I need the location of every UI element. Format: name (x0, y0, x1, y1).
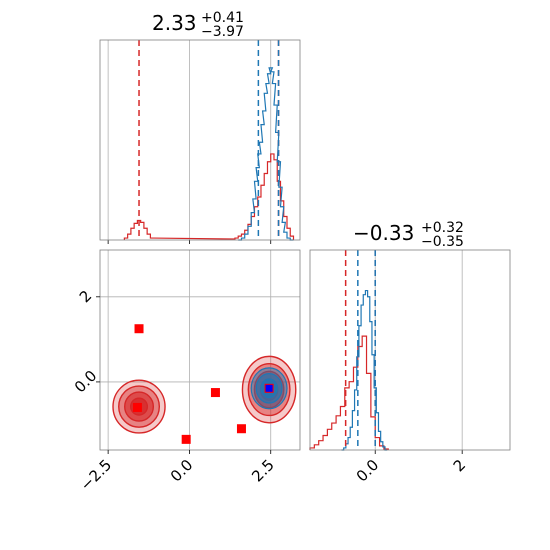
blue-truth-marker (265, 384, 273, 392)
hist-p0-title-value: 2.33 (152, 11, 197, 35)
scatter-contours (112, 355, 297, 434)
hist-p1-series (309, 250, 463, 454)
red-square-marker (181, 434, 191, 444)
panel-scatter: −2.5 0.0 2.5 0.0 2 (71, 249, 301, 494)
panel-hist-p1: 0.0 2 (309, 249, 511, 486)
scatter-frame (99, 249, 301, 451)
hist-p1-xticks: 0.0 2 (353, 456, 470, 486)
hist-p1-title: −0.33 +0.32 −0.35 (353, 220, 464, 250)
hist-p0-frame (99, 39, 301, 241)
blue-histogram-line (341, 289, 388, 451)
scatter-xtick-label: 0.0 (167, 456, 197, 486)
hist-p1-title-upper: +0.32 (421, 220, 464, 236)
hist-p1-xtick-label: 0.0 (353, 456, 383, 486)
red-square-marker (132, 402, 142, 412)
hist-p0-gridlines (107, 40, 272, 240)
hist-p0-title-upper: +0.41 (201, 10, 244, 26)
panel-hist-p0 (99, 39, 301, 244)
scatter-ytick-label: 2 (76, 287, 95, 306)
red-histogram-line (123, 153, 295, 240)
red-square-marker (210, 388, 220, 398)
hist-p1-frame (309, 249, 511, 451)
red-square-marker (134, 324, 144, 334)
blue-histogram-line (238, 67, 294, 241)
hist-p0-title: 2.33 +0.41 −3.97 (152, 10, 244, 40)
hist-p1-gridlines (374, 250, 463, 450)
scatter-ytick-label: 0.0 (71, 367, 101, 397)
hist-p0-series (107, 40, 295, 244)
hist-p1-title-lower: −0.35 (421, 234, 464, 250)
hist-p0-title-lower: −3.97 (201, 24, 244, 40)
scatter-markers (132, 324, 274, 444)
scatter-xtick-label: −2.5 (77, 456, 115, 494)
hist-p1-title-value: −0.33 (353, 221, 414, 245)
scatter-xtick-label: 2.5 (248, 456, 278, 486)
red-square-marker (236, 424, 246, 434)
hist-p1-xtick-label: 2 (450, 456, 469, 475)
